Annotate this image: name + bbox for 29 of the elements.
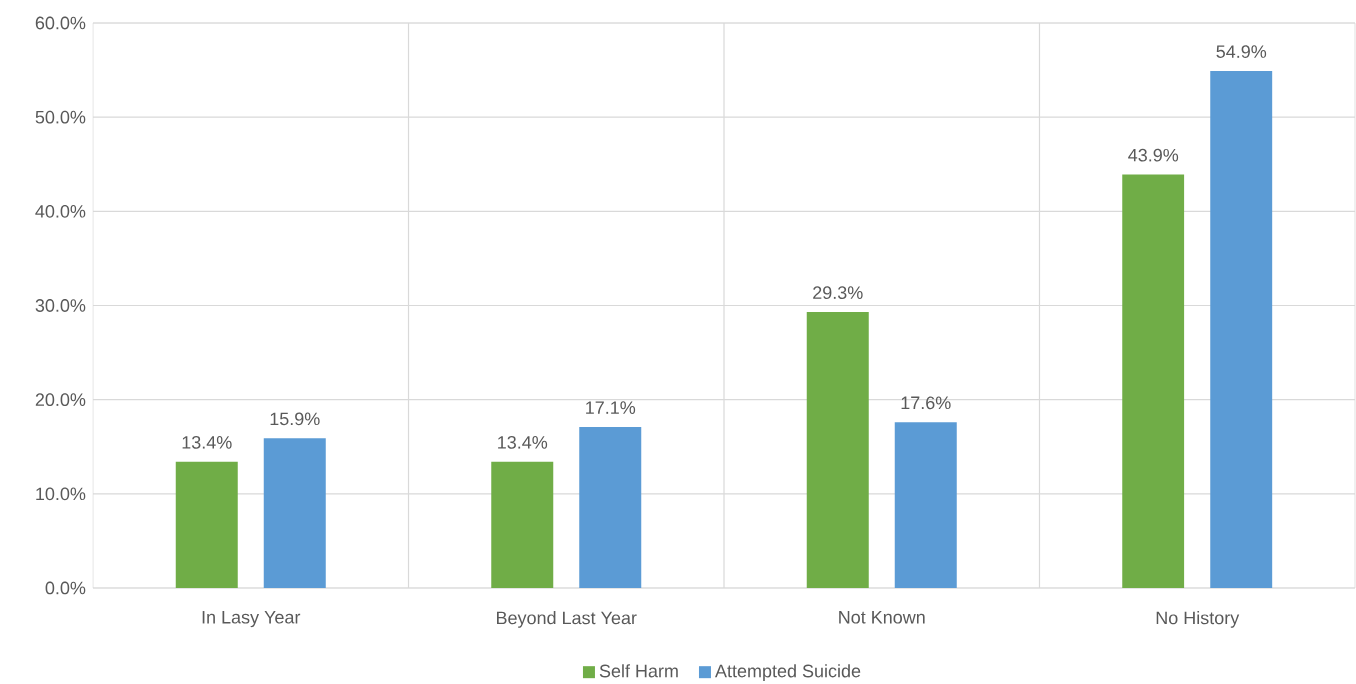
data-label: 43.9% bbox=[1128, 148, 1179, 162]
bar bbox=[579, 426, 642, 588]
y-tick-label: 40.0% bbox=[35, 204, 86, 218]
y-tick-label: 10.0% bbox=[36, 487, 86, 501]
bar bbox=[1210, 71, 1273, 588]
x-tick-label: In Lasy Year bbox=[202, 611, 301, 628]
bar bbox=[894, 422, 957, 588]
data-label: 13.4% bbox=[182, 435, 232, 449]
bar bbox=[263, 438, 326, 588]
x-tick-label: Not Known bbox=[839, 611, 925, 624]
y-tick-label: 30.0% bbox=[35, 299, 86, 312]
data-label: 17.6% bbox=[901, 396, 951, 410]
data-label: 17.1% bbox=[586, 401, 636, 414]
data-label: 54.9% bbox=[1216, 45, 1267, 58]
y-tick-label: 50.0% bbox=[35, 110, 86, 124]
bar bbox=[806, 312, 869, 588]
y-tick-label: 20.0% bbox=[35, 393, 86, 407]
y-tick-label: 60.0% bbox=[35, 16, 86, 30]
bar bbox=[175, 461, 238, 588]
legend-label: Self Harm bbox=[599, 664, 678, 678]
data-label: 15.9% bbox=[270, 412, 320, 426]
bar bbox=[491, 461, 554, 588]
x-tick-label: No History bbox=[1156, 611, 1240, 628]
x-tick-label: Beyond Last Year bbox=[497, 611, 637, 628]
legend-label: Attempted Suicide bbox=[715, 664, 861, 681]
y-tick-label: 0.0% bbox=[45, 581, 86, 595]
data-label: 13.4% bbox=[498, 435, 548, 449]
data-label: 29.3% bbox=[813, 286, 863, 300]
bar bbox=[1122, 174, 1185, 588]
